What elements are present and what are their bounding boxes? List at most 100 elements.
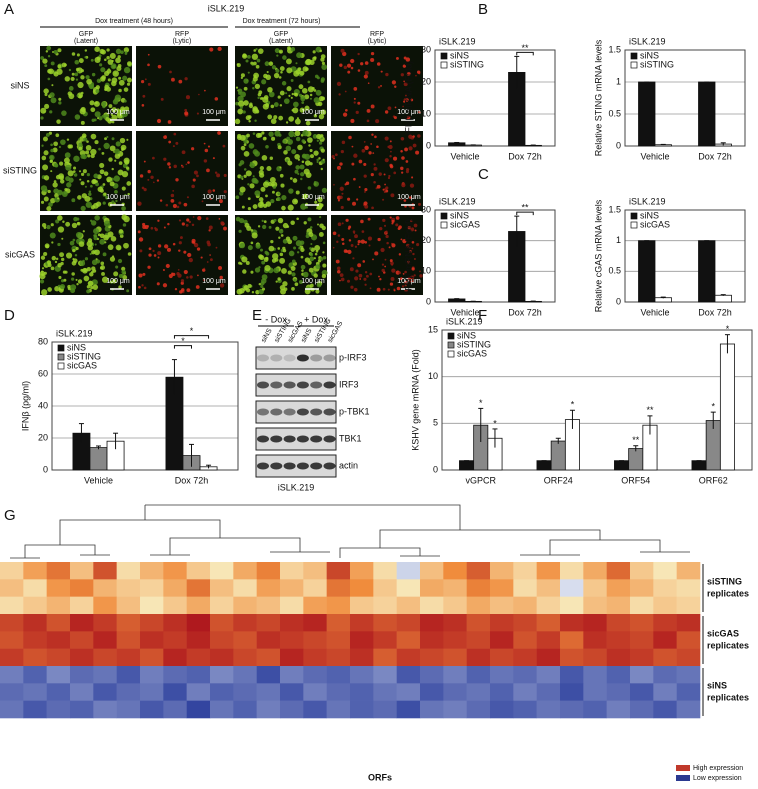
heatmap-cell	[280, 579, 304, 597]
heatmap-cell	[420, 614, 444, 632]
heatmap-cell	[513, 683, 537, 701]
legend-swatch	[440, 52, 448, 60]
cell	[363, 277, 367, 281]
cell	[405, 160, 409, 163]
cell	[163, 226, 166, 229]
cell	[312, 56, 317, 61]
x-tick-label: Vehicle	[450, 307, 479, 317]
cell	[75, 278, 78, 281]
heatmap-cell	[466, 648, 491, 667]
cell	[111, 114, 118, 121]
heatmap-cell	[583, 683, 607, 701]
cell	[280, 183, 285, 188]
cell	[80, 181, 85, 186]
cell	[353, 232, 356, 234]
cell	[319, 256, 324, 261]
y-tick-label: 60	[38, 368, 48, 378]
cell	[58, 275, 62, 279]
cell	[250, 241, 254, 245]
cell	[277, 95, 281, 99]
cell	[298, 84, 304, 90]
legend-swatch	[630, 61, 638, 69]
cell	[152, 249, 155, 253]
cell	[257, 96, 260, 100]
cell	[312, 50, 316, 54]
heatmap-cell	[513, 614, 537, 632]
y-tick-label: 0	[426, 140, 431, 150]
heatmap-cell	[116, 562, 141, 580]
band	[283, 381, 296, 389]
cell	[261, 260, 266, 265]
cell	[293, 278, 297, 282]
significance: *	[181, 336, 185, 346]
cell	[107, 244, 114, 251]
cell	[240, 145, 246, 151]
y-tick-label: 0	[43, 464, 48, 474]
bar	[638, 240, 656, 303]
cell	[288, 250, 295, 257]
scale-label: 100 μm	[106, 109, 130, 116]
cell	[214, 171, 218, 174]
cell	[249, 164, 252, 167]
cell	[250, 270, 254, 274]
cell	[82, 267, 88, 274]
cell	[375, 119, 380, 124]
cell	[309, 162, 313, 166]
y-axis-label: Relative STING mRNA levels	[593, 39, 603, 156]
heatmap-cell	[466, 683, 491, 701]
cell	[351, 162, 355, 166]
cell	[50, 170, 53, 173]
cell	[262, 103, 269, 110]
heatmap-cell	[280, 631, 304, 649]
cell	[106, 135, 109, 139]
cell	[209, 47, 214, 52]
cell	[363, 141, 366, 143]
heatmap-cell	[676, 579, 701, 597]
y-axis-label: IFNβ (pg/ml)	[20, 381, 30, 431]
heatmap-cell	[443, 631, 467, 649]
cell	[167, 162, 171, 166]
heatmap-cell	[70, 683, 94, 701]
scale-label: 100 μm	[301, 109, 325, 116]
cell	[137, 201, 142, 206]
cell	[370, 143, 372, 145]
cell	[40, 56, 44, 60]
cell	[313, 89, 317, 92]
cell	[96, 237, 100, 241]
cell	[59, 284, 66, 290]
cell	[172, 145, 175, 148]
band	[296, 354, 309, 362]
cell	[409, 250, 412, 253]
heatmap-cell	[653, 683, 677, 701]
cell	[223, 173, 227, 177]
band	[257, 354, 269, 362]
cell	[61, 191, 68, 197]
significance: **	[521, 43, 529, 53]
cell	[141, 104, 145, 107]
heatmap-cell	[396, 648, 421, 667]
cell	[121, 170, 129, 178]
cell	[239, 175, 244, 179]
cell	[357, 101, 361, 105]
cell	[387, 288, 390, 291]
x-tick-label: ORF54	[621, 475, 650, 485]
cell	[267, 86, 273, 93]
heatmap-cell	[23, 579, 47, 597]
cell	[97, 117, 100, 120]
cell	[379, 278, 382, 281]
cell	[78, 58, 84, 64]
cell	[243, 139, 248, 144]
band	[283, 354, 296, 362]
cell	[109, 181, 115, 187]
heatmap-cell	[280, 614, 304, 632]
cell	[63, 157, 70, 164]
cell	[280, 234, 284, 237]
cell	[393, 171, 397, 175]
cell	[148, 247, 152, 251]
cell	[219, 283, 225, 288]
legend-swatch	[440, 61, 448, 69]
cell	[255, 64, 260, 69]
cell	[47, 287, 52, 292]
cell	[370, 173, 374, 177]
cell	[85, 75, 90, 80]
